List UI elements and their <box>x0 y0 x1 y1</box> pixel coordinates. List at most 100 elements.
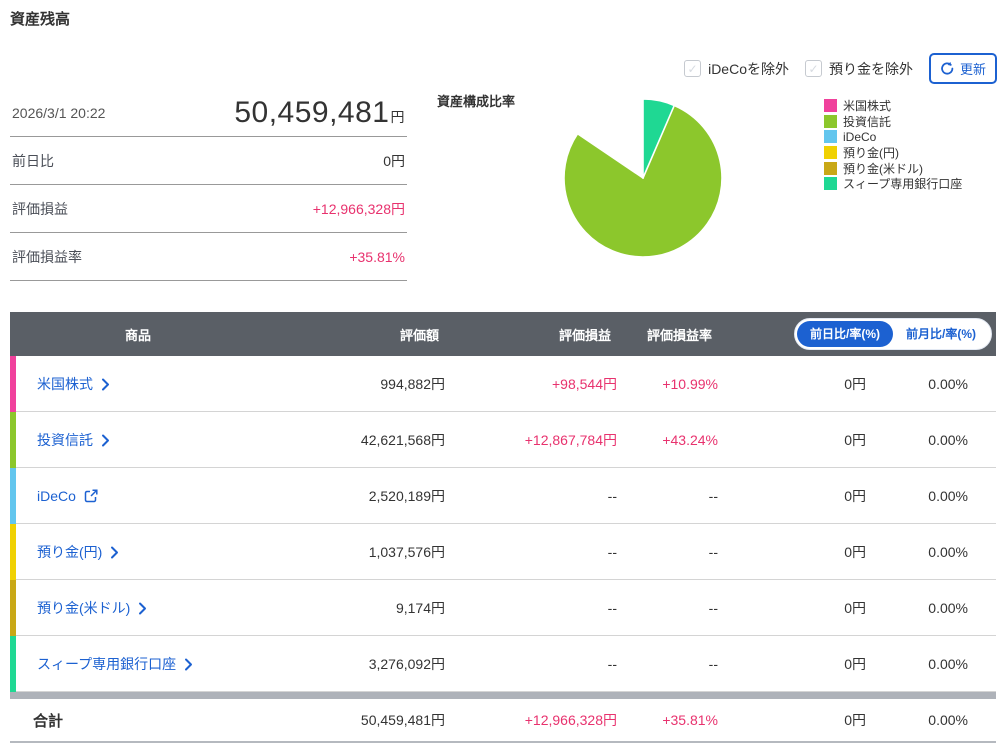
product-link[interactable]: iDeCo <box>16 488 260 504</box>
category-color-bar <box>10 636 16 692</box>
day-rate-cell: 0.00% <box>928 432 968 448</box>
value-cell: 42,621,568円 <box>360 432 445 448</box>
summary-row-day-change: 前日比 0円 <box>10 137 407 185</box>
pl-cell: +98,544円 <box>552 376 617 392</box>
total-day-change: 0円 <box>844 712 866 728</box>
product-link[interactable]: 投資信託 <box>16 430 260 450</box>
value-cell: 9,174円 <box>395 600 445 616</box>
category-color-bar <box>10 412 16 468</box>
refresh-icon <box>940 61 955 76</box>
legend-item: 預り金(米ドル) <box>824 160 962 176</box>
pl-cell: -- <box>607 600 617 616</box>
pl-rate-cell: -- <box>708 656 718 672</box>
table-row: スィープ専用銀行口座 3,276,092円 -- -- 0円 0.00% <box>10 636 996 692</box>
legend-label: 米国株式 <box>843 99 892 114</box>
table-row: iDeCo 2,520,189円 -- -- 0円 0.00% <box>10 468 996 524</box>
summary-row-pl-rate: 評価損益率 +35.81% <box>10 233 407 281</box>
total-day-rate: 0.00% <box>928 712 968 728</box>
summary-total-row: 2026/3/1 20:22 50,459,481円 <box>10 89 407 137</box>
legend-label: 預り金(米ドル) <box>843 161 923 176</box>
day-change-cell: 0円 <box>844 544 866 560</box>
legend-item: 米国株式 <box>824 98 962 114</box>
legend-swatch <box>824 99 837 113</box>
summary-panel: 2026/3/1 20:22 50,459,481円 前日比 0円 評価損益 +… <box>10 89 407 281</box>
toggle-month-change[interactable]: 前月比/率(%) <box>893 321 989 347</box>
day-change-cell: 0円 <box>844 376 866 392</box>
legend-label: 投資信託 <box>843 114 892 129</box>
holdings-table: 商品 評価額 評価損益 評価損益率 前日比/率(%) 前月比/率(%) 米国株式… <box>10 312 996 743</box>
pl-value: +12,966,328円 <box>312 200 405 217</box>
day-rate-cell: 0.00% <box>928 376 968 392</box>
product-link[interactable]: 米国株式 <box>16 374 260 394</box>
checkbox-icon[interactable]: ✓ <box>684 60 702 77</box>
product-link[interactable]: スィープ専用銀行口座 <box>16 654 260 674</box>
checkbox-icon[interactable]: ✓ <box>804 60 822 77</box>
day-change-cell: 0円 <box>844 656 866 672</box>
value-cell: 2,520,189円 <box>368 488 445 504</box>
chart-title: 資産構成比率 <box>437 94 516 109</box>
chevron-right-icon <box>110 546 119 559</box>
pl-rate-cell: +43.24% <box>662 432 718 448</box>
legend-label: iDeCo <box>843 129 877 144</box>
total-pl: +12,966,328円 <box>524 712 617 728</box>
legend-label: 預り金(円) <box>843 146 899 161</box>
col-header-pl-rate: 評価損益率 <box>646 327 712 343</box>
checkbox-exclude-ideco[interactable]: ✓ iDeCoを除外 <box>684 59 789 79</box>
pl-cell: -- <box>607 488 617 504</box>
summary-row-pl: 評価損益 +12,966,328円 <box>10 185 407 233</box>
pl-cell: +12,867,784円 <box>524 432 617 448</box>
legend-item: 投資信託 <box>824 114 962 130</box>
day-change-cell: 0円 <box>844 432 866 448</box>
legend-swatch <box>824 114 837 128</box>
col-header-product: 商品 <box>124 327 151 343</box>
pl-rate-cell: -- <box>708 488 718 504</box>
table-row: 預り金(米ドル) 9,174円 -- -- 0円 0.00% <box>10 580 996 636</box>
legend-item: スィープ専用銀行口座 <box>824 176 962 192</box>
legend-label: スィープ専用銀行口座 <box>843 177 963 192</box>
category-color-bar <box>10 524 16 580</box>
pl-rate-value: +35.81% <box>349 248 405 265</box>
pie-slice <box>642 98 676 179</box>
product-link[interactable]: 預り金(米ドル) <box>16 598 260 618</box>
day-rate-cell: 0.00% <box>928 600 968 616</box>
table-total-row: 合計 50,459,481円 +12,966,328円 +35.81% 0円 0… <box>10 699 996 743</box>
day-change-cell: 0円 <box>844 488 866 504</box>
total-value: 50,459,481円 <box>360 712 445 728</box>
table-header: 商品 評価額 評価損益 評価損益率 前日比/率(%) 前月比/率(%) <box>10 312 996 356</box>
pl-cell: -- <box>607 656 617 672</box>
checkbox-label: 預り金を除外 <box>828 60 913 77</box>
value-cell: 1,037,576円 <box>368 544 445 560</box>
legend-item: iDeCo <box>824 129 962 145</box>
chevron-right-icon <box>184 658 193 671</box>
value-cell: 994,882円 <box>380 376 445 392</box>
filter-controls: ✓ iDeCoを除外 ✓ 預り金を除外 更新 <box>684 53 997 84</box>
period-toggle: 前日比/率(%) 前月比/率(%) <box>794 318 992 350</box>
refresh-button[interactable]: 更新 <box>928 53 997 84</box>
day-rate-cell: 0.00% <box>928 488 968 504</box>
page-title: 資産残高 <box>10 11 71 28</box>
legend-swatch <box>824 130 837 144</box>
day-rate-cell: 0.00% <box>928 656 968 672</box>
toggle-day-change[interactable]: 前日比/率(%) <box>797 321 893 347</box>
table-row: 米国株式 994,882円 +98,544円 +10.99% 0円 0.00% <box>10 356 996 412</box>
table-row: 投資信託 42,621,568円 +12,867,784円 +43.24% 0円 0.00… <box>10 412 996 468</box>
legend-swatch <box>824 177 837 191</box>
day-rate-cell: 0.00% <box>928 544 968 560</box>
checkbox-exclude-deposit[interactable]: ✓ 預り金を除外 <box>804 59 913 79</box>
total-pl-rate: +35.81% <box>662 712 718 728</box>
col-header-value: 評価額 <box>399 327 439 343</box>
pl-cell: -- <box>607 544 617 560</box>
category-color-bar <box>10 580 16 636</box>
checkbox-label: iDeCoを除外 <box>708 60 789 77</box>
category-color-bar <box>10 356 16 412</box>
category-color-bar <box>10 468 16 524</box>
day-change-value: 0円 <box>383 152 405 169</box>
product-link[interactable]: 預り金(円) <box>16 542 260 562</box>
pl-rate-cell: -- <box>708 544 718 560</box>
chevron-right-icon <box>138 602 147 615</box>
total-asset-value: 50,459,481円 <box>234 95 405 129</box>
legend-swatch <box>824 161 837 175</box>
pie-legend: 米国株式 投資信託 iDeCo 預り金(円) 預り金(米ドル) スィープ専用銀行口座 <box>824 98 962 192</box>
timestamp: 2026/3/1 20:22 <box>12 104 106 121</box>
pl-rate-cell: +10.99% <box>662 376 718 392</box>
